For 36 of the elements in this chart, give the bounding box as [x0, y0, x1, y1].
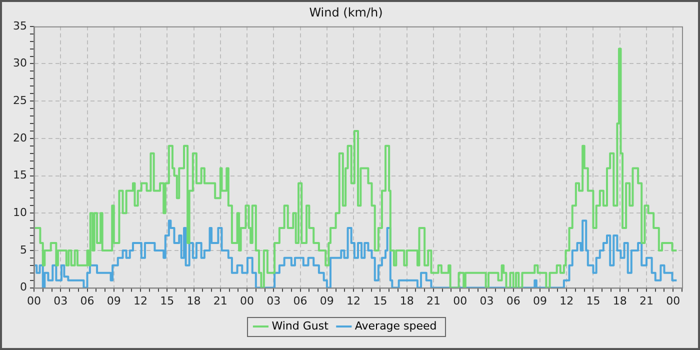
x-tick-label: 15 — [160, 294, 174, 308]
legend-label: Wind Gust — [272, 319, 330, 332]
x-tick-label: 21 — [639, 294, 654, 308]
y-tick-label: 20 — [12, 131, 27, 144]
y-tick-label: 35 — [12, 19, 27, 32]
y-tick-label: 30 — [12, 56, 27, 70]
x-tick-label: 21 — [426, 294, 440, 308]
x-tick-label: 18 — [186, 294, 201, 308]
x-tick-label: 15 — [586, 294, 600, 308]
x-tick-label: 12 — [560, 294, 574, 308]
y-tick-label: 10 — [12, 206, 27, 219]
x-tick-label: 21 — [213, 294, 228, 308]
x-tick-label: 00 — [240, 294, 254, 308]
x-tick-label: 09 — [532, 294, 547, 308]
x-tick-label: 09 — [106, 294, 121, 308]
x-tick-label: 00 — [26, 294, 41, 308]
x-tick-label: 12 — [134, 294, 148, 308]
y-tick-label: 25 — [12, 94, 27, 107]
y-tick-label: 0 — [20, 280, 27, 294]
x-tick-label: 12 — [346, 294, 361, 308]
legend-label: Average speed — [354, 319, 437, 332]
chart-title: Wind (km/h) — [309, 5, 383, 20]
x-tick-label: 18 — [612, 294, 627, 308]
y-tick-label: 15 — [12, 168, 27, 182]
x-tick-label: 06 — [506, 294, 520, 308]
x-tick-label: 00 — [666, 294, 680, 308]
x-tick-label: 06 — [293, 294, 308, 308]
x-tick-label: 03 — [266, 294, 281, 308]
x-tick-label: 00 — [453, 294, 468, 308]
x-tick-label: 09 — [320, 294, 334, 308]
x-tick-label: 18 — [400, 294, 414, 308]
x-tick-label: 03 — [54, 294, 68, 308]
x-tick-label: 15 — [373, 294, 388, 308]
y-tick-label: 5 — [20, 243, 27, 256]
x-tick-label: 03 — [480, 294, 494, 308]
x-tick-label: 06 — [80, 294, 94, 308]
